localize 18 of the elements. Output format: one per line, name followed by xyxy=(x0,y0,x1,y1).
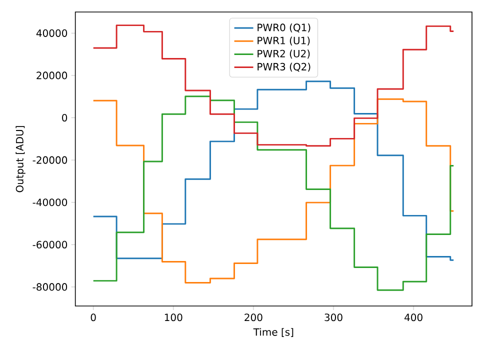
y-tick-label: -80000 xyxy=(32,283,68,291)
x-tick-label: 300 xyxy=(324,314,342,322)
x-tick-label: 400 xyxy=(404,314,422,322)
y-tick-label: 0 xyxy=(62,114,68,122)
y-tick-label: -20000 xyxy=(32,156,68,164)
legend-label: PWR2 (U2) xyxy=(258,50,310,59)
y-axis-title: Output [ADU] xyxy=(16,126,26,192)
legend-label: PWR3 (Q2) xyxy=(258,62,310,72)
legend-label: PWR0 (Q1) xyxy=(258,23,310,32)
y-tick-label: 20000 xyxy=(36,72,68,80)
y-tick-label: -60000 xyxy=(32,240,68,248)
y-tick-label: -40000 xyxy=(32,198,68,206)
y-tick-label: 40000 xyxy=(36,29,68,37)
x-axis-title: Time [s] xyxy=(253,328,294,337)
x-tick-label: 200 xyxy=(244,314,262,322)
legend-label: PWR1 (U1) xyxy=(258,36,310,46)
x-tick-label: 100 xyxy=(164,314,182,322)
x-tick-label: 0 xyxy=(90,314,96,322)
